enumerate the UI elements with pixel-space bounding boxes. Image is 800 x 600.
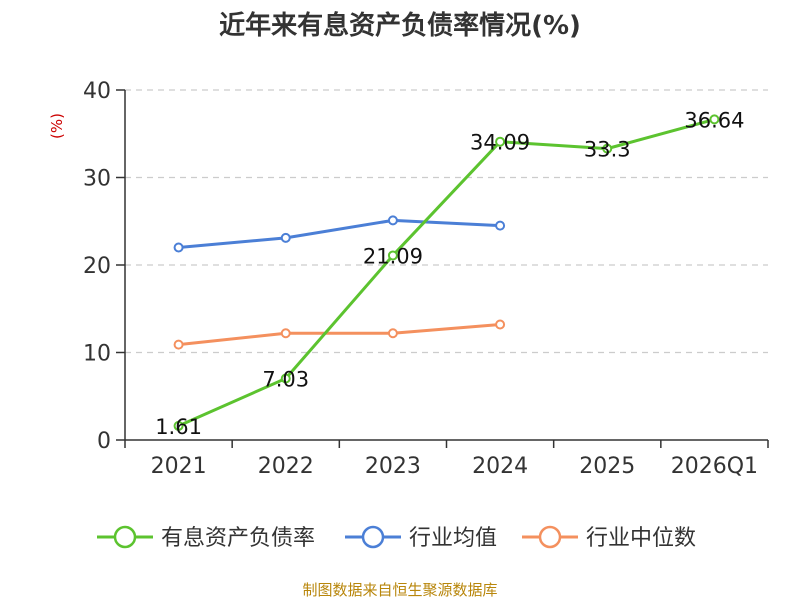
data-point: [280, 328, 291, 339]
legend-marker: [361, 525, 385, 549]
legend-label: 行业均值: [409, 526, 497, 551]
data-label: 36.64: [684, 108, 744, 132]
data-point: [387, 328, 398, 339]
series-line-1: [178, 218, 501, 249]
legend-marker: [538, 525, 562, 549]
x-tick-label: 2023: [365, 454, 421, 479]
data-point: [173, 242, 184, 253]
x-tick-label: 2026Q1: [671, 454, 758, 479]
legend-label: 有息资产负债率: [161, 526, 315, 551]
data-point: [280, 373, 291, 384]
data-labels: 1.61 7.03 21.09 34.09 33.3 36.64: [155, 108, 744, 439]
x-tick-label: 2022: [258, 454, 314, 479]
y-tick-label: 20: [83, 254, 111, 279]
legend-marker: [113, 525, 137, 549]
chart-title: 近年来有息资产负债率情况(%): [219, 10, 581, 41]
y-tick-label: 40: [83, 79, 111, 104]
legend-label: 行业中位数: [586, 526, 696, 551]
axes: 0 10 20 30 40 2021 2022 2023 2024 2025 2026Q1: [83, 79, 769, 479]
data-label: 33.3: [584, 138, 631, 162]
data-label: 7.03: [262, 367, 309, 391]
data-point: [173, 339, 184, 350]
legend: 有息资产负债率 行业均值 行业中位数: [97, 525, 696, 551]
data-point: [495, 319, 506, 330]
x-tick-label: 2021: [151, 454, 207, 479]
data-point: [387, 250, 398, 261]
data-point: [173, 420, 184, 431]
y-tick-label: 30: [83, 167, 111, 192]
y-tick-label: 0: [97, 429, 111, 454]
series-line-0: [177, 117, 715, 428]
data-point: [495, 136, 506, 147]
series-line-2: [178, 323, 501, 347]
data-point: [709, 114, 720, 125]
data-point: [280, 232, 291, 243]
source-note: 制图数据来自恒生聚源数据库: [302, 581, 497, 599]
grid-lines: [125, 89, 768, 354]
data-label: 1.61: [155, 415, 202, 439]
data-label: 21.09: [363, 244, 423, 268]
data-point: [495, 220, 506, 231]
x-tick-label: 2024: [472, 454, 528, 479]
series-lines: [173, 114, 720, 431]
y-tick-label: 10: [83, 342, 111, 367]
x-tick-label: 2025: [579, 454, 635, 479]
data-point: [602, 143, 613, 154]
data-point: [387, 215, 398, 226]
data-label: 34.09: [470, 131, 530, 155]
y-axis-unit: (%): [48, 113, 66, 139]
